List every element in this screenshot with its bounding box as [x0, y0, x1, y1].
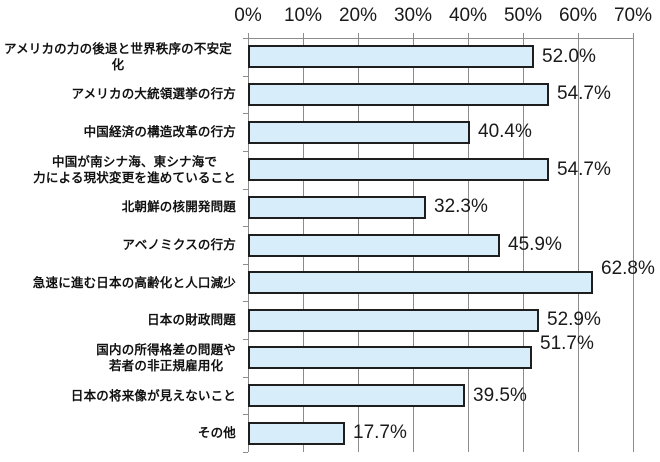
category-row: 急速に進む日本の高齢化と人口減少: [0, 264, 242, 302]
category-axis-tick: [243, 38, 248, 39]
category-row: 日本の財政問題: [0, 301, 242, 339]
category-row: 中国が南シナ海、東シナ海で 力による現状変更を進めていること: [0, 151, 242, 189]
category-label: 日本の財政問題: [147, 313, 236, 328]
category-label: 日本の将来像が見えないこと: [70, 388, 236, 403]
bar: [248, 120, 470, 144]
axis-tick-label: 0%: [234, 5, 262, 26]
bar: [248, 271, 593, 295]
category-axis-tick: [243, 226, 248, 227]
value-axis-tick: [303, 33, 304, 38]
axis-tick-label: 40%: [448, 5, 488, 26]
value-label: 54.7%: [557, 158, 611, 180]
category-axis-tick: [243, 151, 248, 152]
value-label: 51.7%: [540, 332, 594, 354]
value-axis-tick: [248, 33, 249, 38]
value-axis-tick: [523, 33, 524, 38]
gridline: [523, 38, 524, 452]
category-axis-tick: [243, 189, 248, 190]
category-label: 急速に進む日本の高齢化と人口減少: [32, 275, 236, 290]
bar: [248, 308, 539, 332]
value-label: 52.0%: [542, 45, 596, 67]
axis-tick-label: 70%: [613, 5, 653, 26]
value-label: 62.8%: [601, 257, 655, 279]
category-label: 北朝鮮の核開発問題: [121, 200, 236, 215]
category-axis-tick: [243, 339, 248, 340]
category-row: アベノミクスの行方: [0, 226, 242, 264]
gridline: [578, 38, 579, 452]
bar: [248, 384, 465, 408]
bar: [248, 195, 426, 219]
bar: [248, 45, 534, 69]
category-label: アメリカの力の後退と世界秩序の不安定化: [4, 41, 232, 72]
value-label: 40.4%: [478, 121, 532, 143]
category-row: アメリカの力の後退と世界秩序の不安定化: [0, 38, 242, 76]
category-row: 国内の所得格差の問題や 若者の非正規雇用化: [0, 339, 242, 377]
category-label: その他: [197, 426, 236, 441]
category-row: その他: [0, 414, 242, 452]
category-axis-tick: [243, 113, 248, 114]
category-row: 日本の将来像が見えないこと: [0, 377, 242, 415]
bar: [248, 82, 549, 106]
category-label: 中国経済の構造改革の行方: [83, 125, 236, 140]
axis-tick-label: 60%: [558, 5, 598, 26]
category-axis-tick: [243, 76, 248, 77]
value-axis-tick: [468, 33, 469, 38]
bar: [248, 158, 549, 182]
category-row: 北朝鮮の核開発問題: [0, 189, 242, 227]
value-label: 45.9%: [508, 234, 562, 255]
category-axis-tick: [243, 264, 248, 265]
value-axis-line: [248, 38, 633, 39]
bar: [248, 346, 532, 370]
axis-tick-label: 20%: [338, 5, 378, 26]
value-label: 32.3%: [434, 196, 488, 218]
category-label: 中国が南シナ海、東シナ海で 力による現状変更を進めていること: [33, 154, 236, 185]
value-axis-tick: [358, 33, 359, 38]
bar: [248, 421, 345, 445]
category-row: アメリカの大統領選挙の行方: [0, 76, 242, 114]
value-label: 54.7%: [557, 83, 611, 105]
axis-tick-label: 30%: [393, 5, 433, 26]
category-axis-tick: [243, 377, 248, 378]
value-label: 39.5%: [473, 384, 527, 406]
category-row: 中国経済の構造改革の行方: [0, 113, 242, 151]
category-axis-tick: [243, 414, 248, 415]
category-label: 国内の所得格差の問題や 若者の非正規雇用化: [96, 342, 236, 373]
value-label: 52.9%: [547, 309, 601, 331]
gridline: [633, 38, 634, 452]
value-label: 17.7%: [353, 422, 407, 444]
category-axis-tick: [243, 301, 248, 302]
category-label: アメリカの大統領選挙の行方: [71, 87, 236, 102]
value-axis-tick: [413, 33, 414, 38]
axis-tick-label: 10%: [283, 5, 323, 26]
category-axis-tick: [243, 452, 248, 453]
axis-tick-label: 50%: [503, 5, 543, 26]
bar: [248, 233, 500, 257]
value-axis-tick: [578, 33, 579, 38]
value-axis-tick: [633, 33, 634, 38]
category-label: アベノミクスの行方: [122, 237, 236, 252]
